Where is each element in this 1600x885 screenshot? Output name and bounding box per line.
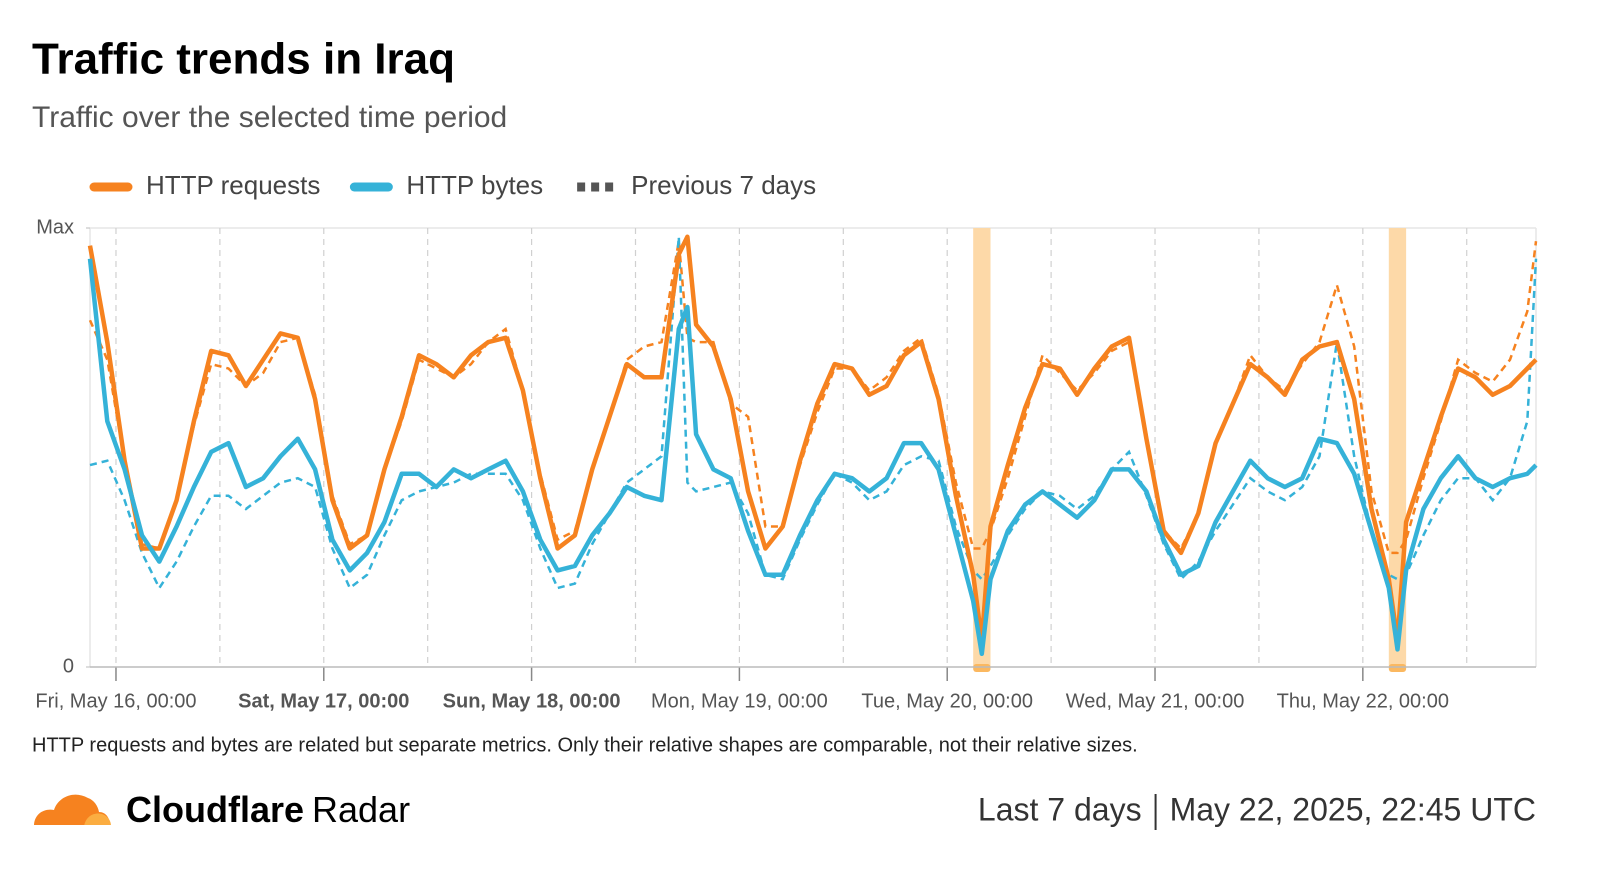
x-tick-label: Tue, May 20, 00:00 [861,690,1033,712]
brand-name: Cloudflare Radar [126,789,410,830]
x-tick-label: Thu, May 22, 00:00 [1277,690,1449,712]
timestamp: May 22, 2025, 22:45 UTC [1170,791,1536,827]
series-line [87,258,1538,657]
y-tick-label: Max [36,216,74,238]
legend-label: HTTP bytes [406,170,543,200]
highlight-marker [973,664,991,672]
x-tick-label: Mon, May 19, 00:00 [651,690,828,712]
x-tick-label: Fri, May 16, 00:00 [35,690,196,712]
x-tick-label: Sat, May 17, 00:00 [238,690,409,712]
x-tick-label: Sun, May 18, 00:00 [443,690,621,712]
brand-bold: Cloudflare [126,789,304,830]
highlight-marker [1388,664,1407,672]
series-line [87,234,1538,643]
chart-note: HTTP requests and bytes are related but … [32,734,1138,756]
legend-label: HTTP requests [146,170,320,200]
chart-title: Traffic trends in Iraq [32,35,455,84]
x-tick-label: Wed, May 21, 00:00 [1066,690,1245,712]
period: Last 7 days [978,791,1142,827]
brand-regular: Radar [312,789,410,830]
brand-logo [32,794,112,827]
y-tick-label: 0 [63,655,74,677]
chart-subtitle: Traffic over the selected time period [32,101,507,134]
legend-label: Previous 7 days [631,170,816,200]
